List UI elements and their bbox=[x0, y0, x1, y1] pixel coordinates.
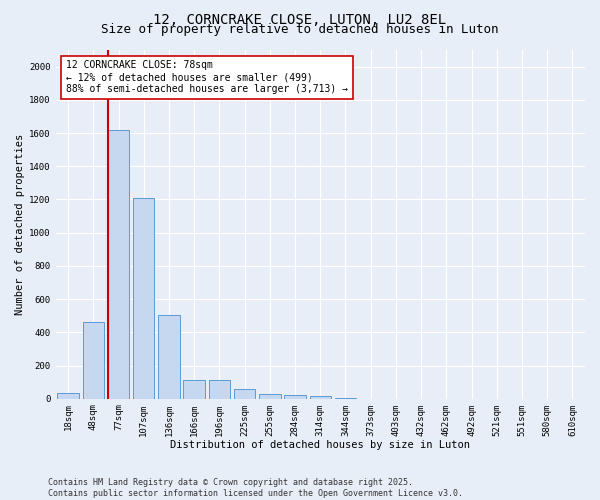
X-axis label: Distribution of detached houses by size in Luton: Distribution of detached houses by size … bbox=[170, 440, 470, 450]
Bar bbox=[108, 130, 129, 398]
Text: Size of property relative to detached houses in Luton: Size of property relative to detached ho… bbox=[101, 22, 499, 36]
Text: Contains HM Land Registry data © Crown copyright and database right 2025.
Contai: Contains HM Land Registry data © Crown c… bbox=[48, 478, 463, 498]
Y-axis label: Number of detached properties: Number of detached properties bbox=[15, 134, 25, 315]
Bar bbox=[58, 393, 79, 398]
Bar bbox=[209, 380, 230, 398]
Bar bbox=[83, 322, 104, 398]
Bar bbox=[310, 396, 331, 398]
Text: 12 CORNCRAKE CLOSE: 78sqm
← 12% of detached houses are smaller (499)
88% of semi: 12 CORNCRAKE CLOSE: 78sqm ← 12% of detac… bbox=[66, 60, 348, 94]
Bar bbox=[259, 394, 281, 398]
Bar bbox=[133, 198, 154, 398]
Bar bbox=[234, 389, 256, 398]
Bar bbox=[284, 394, 306, 398]
Bar bbox=[184, 380, 205, 398]
Bar bbox=[158, 315, 180, 398]
Text: 12, CORNCRAKE CLOSE, LUTON, LU2 8EL: 12, CORNCRAKE CLOSE, LUTON, LU2 8EL bbox=[154, 12, 446, 26]
